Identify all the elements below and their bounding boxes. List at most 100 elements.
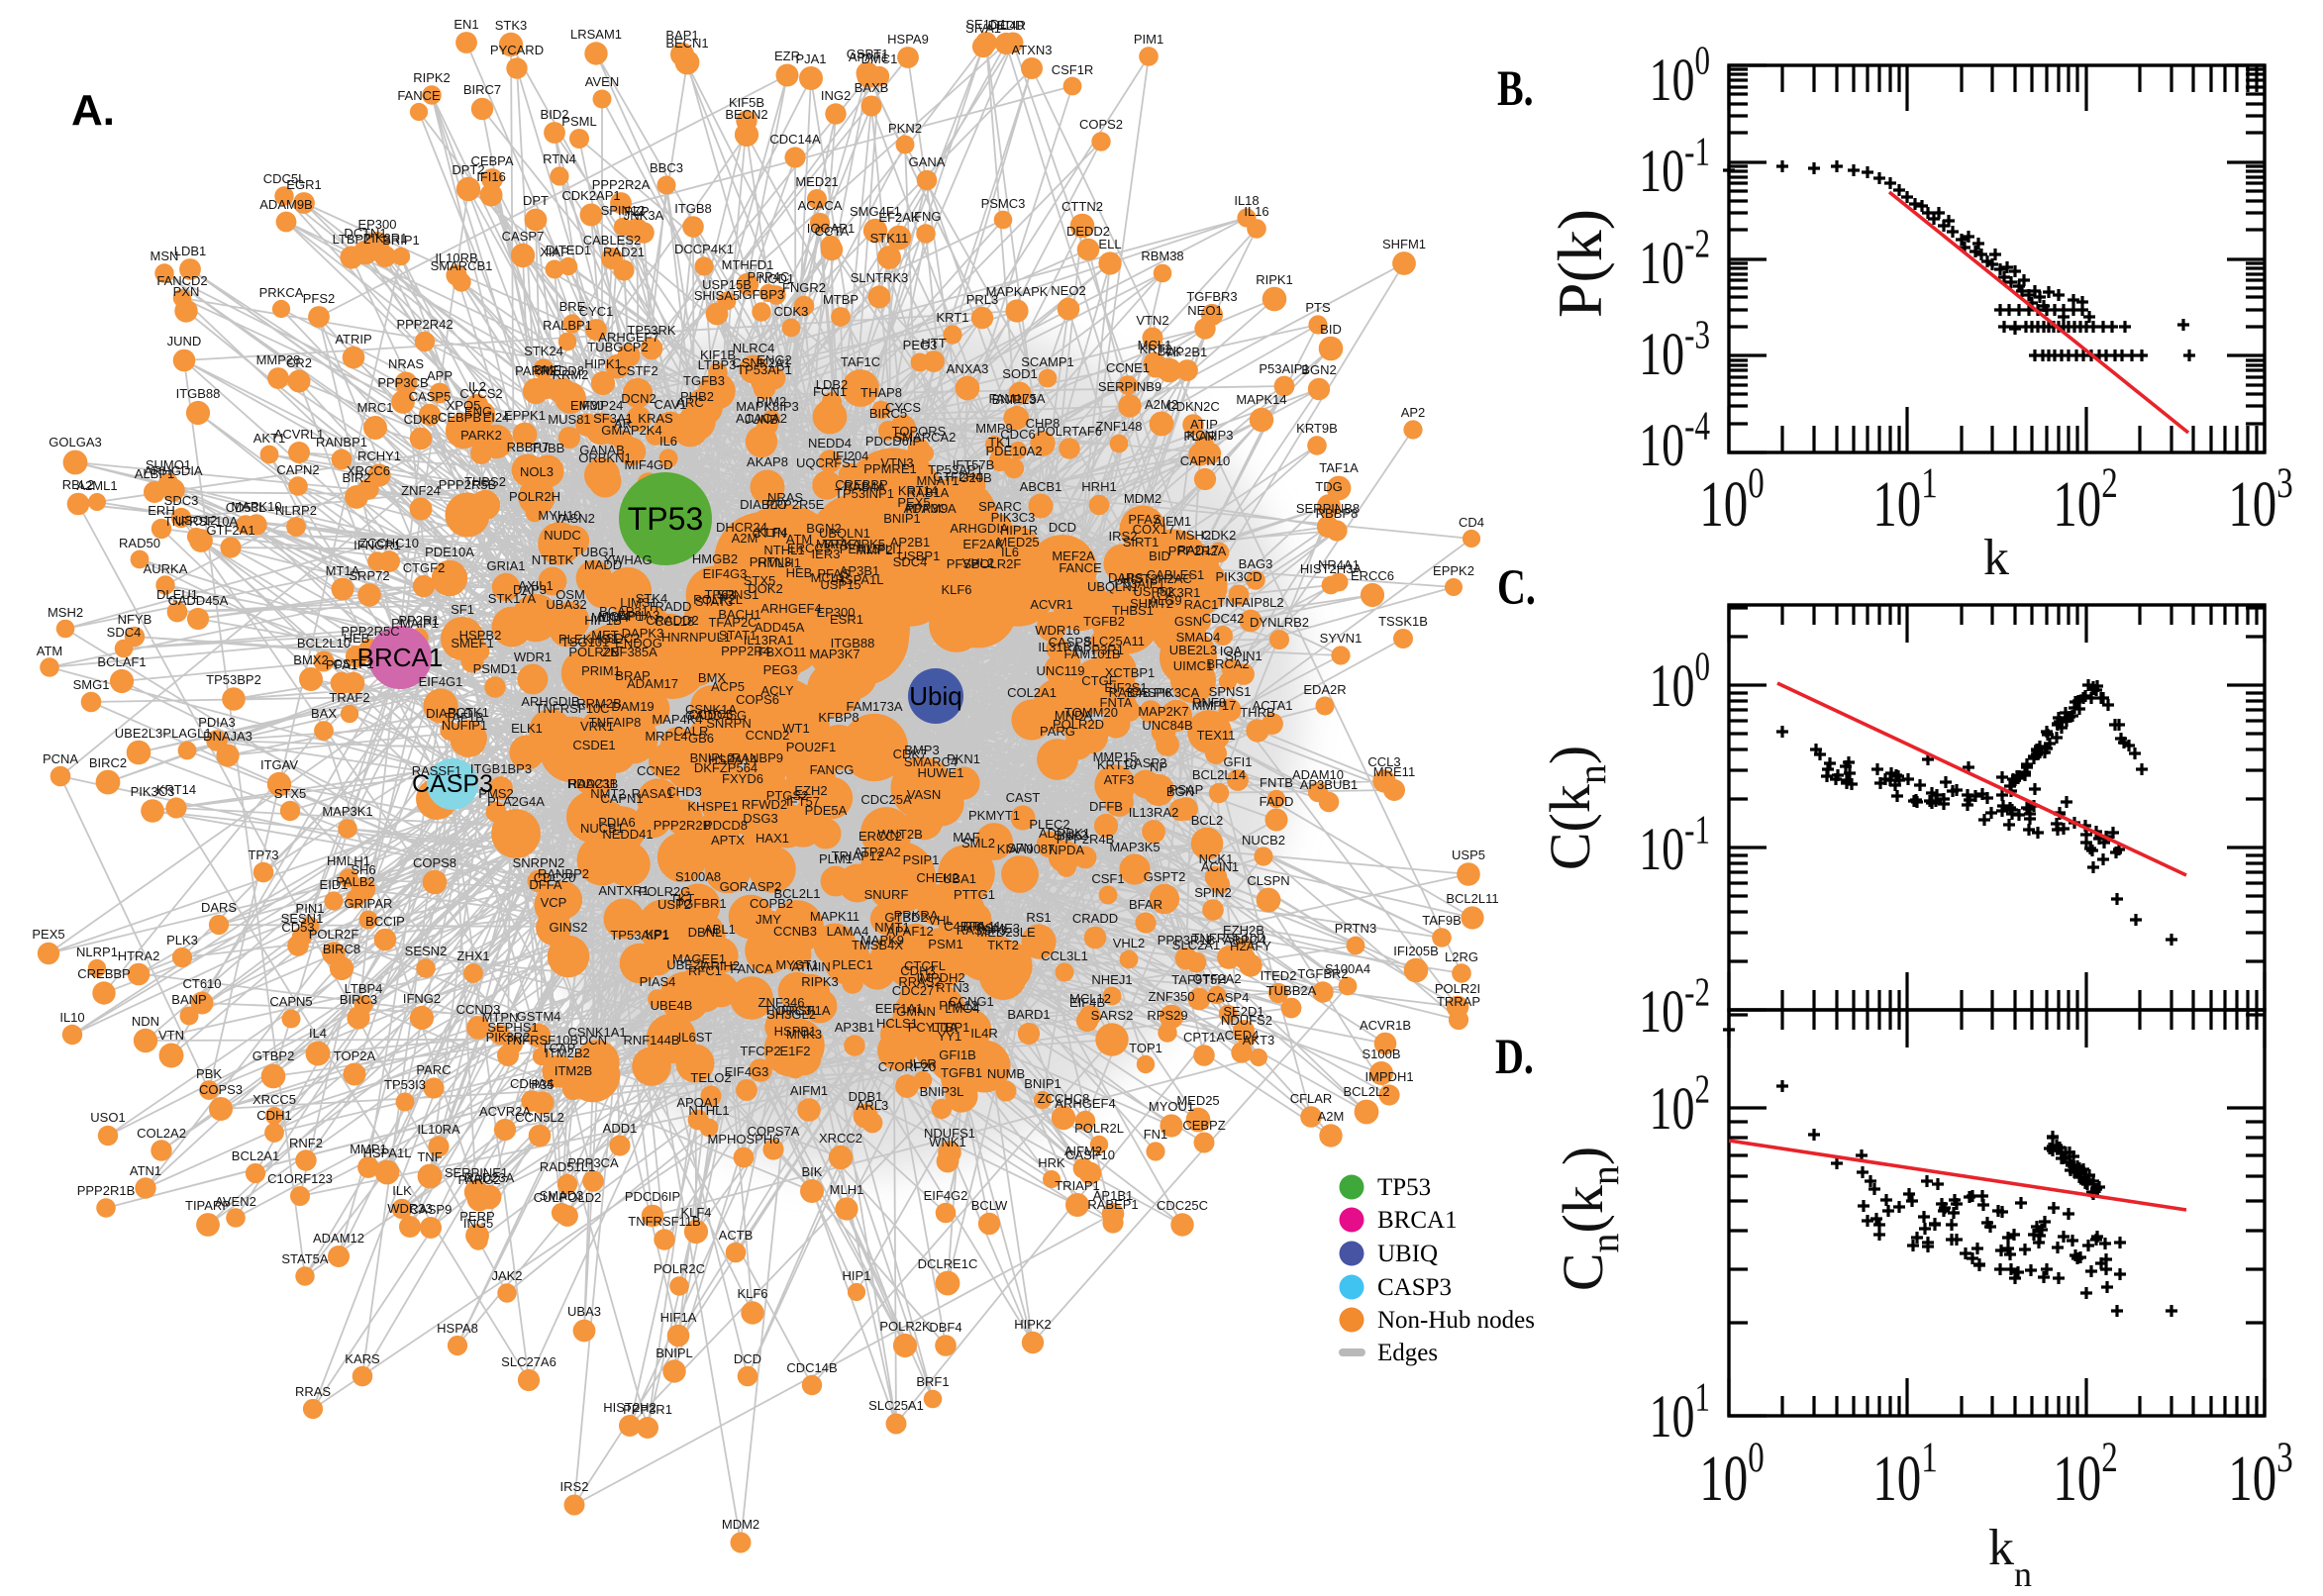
svg-text:RBBP8: RBBP8 <box>1316 506 1359 521</box>
svg-text:TNFAIP8: TNFAIP8 <box>589 715 642 730</box>
svg-text:GRIA1: GRIA1 <box>486 558 525 573</box>
svg-text:SNK2: SNK2 <box>1054 828 1087 843</box>
svg-text:NUFIP1: NUFIP1 <box>442 718 487 733</box>
svg-text:PPP3CB: PPP3CB <box>377 375 428 390</box>
svg-text:BRCA1: BRCA1 <box>1377 1207 1458 1234</box>
svg-text:ANXA3: ANXA3 <box>947 361 989 376</box>
svg-text:ARHGEF4: ARHGEF4 <box>1055 1096 1115 1111</box>
svg-text:MDM2: MDM2 <box>1124 491 1162 506</box>
svg-text:HIPK1: HIPK1 <box>584 356 622 371</box>
svg-text:PARG: PARG <box>1040 724 1075 739</box>
svg-text:TNFRSF1A: TNFRSF1A <box>763 1003 831 1018</box>
svg-text:NR4A1: NR4A1 <box>1318 557 1360 572</box>
svg-text:BCL2L2: BCL2L2 <box>1344 1084 1390 1099</box>
svg-text:HTT: HTT <box>921 336 946 350</box>
svg-text:DPT2: DPT2 <box>452 162 484 177</box>
svg-text:ITM2B: ITM2B <box>555 1063 592 1078</box>
svg-text:PRTN3: PRTN3 <box>1335 921 1376 936</box>
svg-text:UBQLN1: UBQLN1 <box>1087 579 1139 594</box>
svg-text:DDB1: DDB1 <box>849 1089 883 1104</box>
svg-text:IFT57: IFT57 <box>786 794 820 809</box>
svg-text:NLRP2: NLRP2 <box>275 503 317 518</box>
svg-text:PDCD6IP: PDCD6IP <box>625 1189 680 1204</box>
svg-text:PLEC1: PLEC1 <box>832 957 872 972</box>
svg-text:SEPHS1: SEPHS1 <box>487 1020 538 1035</box>
svg-text:PPA1: PPA1 <box>326 657 357 672</box>
svg-text:CAPN5: CAPN5 <box>269 994 312 1009</box>
svg-text:BID2: BID2 <box>541 107 569 122</box>
svg-text:PSME3: PSME3 <box>976 921 1020 936</box>
svg-text:BRF1: BRF1 <box>916 1374 949 1389</box>
svg-text:RAD23A: RAD23A <box>464 1170 515 1185</box>
svg-text:MNAT1: MNAT1 <box>916 473 959 488</box>
svg-text:HTRA2: HTRA2 <box>118 948 160 963</box>
svg-text:BNIPL3: BNIPL3 <box>992 392 1037 407</box>
svg-text:MYST1: MYST1 <box>775 957 818 972</box>
svg-text:MMP2: MMP2 <box>856 543 893 557</box>
svg-text:MAP4K4: MAP4K4 <box>652 712 702 727</box>
svg-text:STK17A: STK17A <box>488 591 537 606</box>
svg-text:POLR2L: POLR2L <box>693 592 743 607</box>
svg-text:AP3B1: AP3B1 <box>840 563 879 578</box>
svg-text:ARC: ARC <box>676 395 703 410</box>
svg-text:NTHL1: NTHL1 <box>763 543 804 557</box>
svg-text:WNK1: WNK1 <box>929 1135 966 1149</box>
svg-text:BGN2: BGN2 <box>806 521 841 536</box>
svg-text:A2M2: A2M2 <box>1145 397 1178 412</box>
svg-text:TNFRSF11B: TNFRSF11B <box>628 1214 700 1229</box>
svg-text:EPPK2: EPPK2 <box>1433 563 1474 578</box>
svg-text:NEO2: NEO2 <box>1051 283 1085 298</box>
svg-text:ZCCHC8: ZCCHC8 <box>1038 1091 1090 1106</box>
svg-text:DCD: DCD <box>1049 520 1076 535</box>
svg-text:MMP15: MMP15 <box>1093 749 1138 764</box>
svg-text:XCTBP1: XCTBP1 <box>1105 665 1156 680</box>
svg-text:CCTA: CCTA <box>815 224 850 239</box>
svg-text:ZCCHC10: ZCCHC10 <box>359 536 419 550</box>
svg-text:CDK2: CDK2 <box>1202 528 1237 543</box>
svg-text:RCHY1: RCHY1 <box>357 449 401 463</box>
svg-text:PEG3: PEG3 <box>903 338 938 352</box>
svg-text:ARHGEF7: ARHGEF7 <box>598 330 658 345</box>
svg-text:CDHA4: CDHA4 <box>510 1076 554 1091</box>
svg-text:HNRNPUL1: HNRNPUL1 <box>661 630 731 645</box>
svg-text:COPS3: COPS3 <box>199 1082 243 1097</box>
svg-text:KCNIP3: KCNIP3 <box>1187 428 1234 443</box>
svg-text:ERCC2: ERCC2 <box>858 829 902 844</box>
svg-text:POLR2I: POLR2I <box>1435 981 1480 996</box>
svg-text:HSPA1L: HSPA1L <box>836 572 884 587</box>
svg-text:ITGAV: ITGAV <box>260 757 298 772</box>
svg-text:IL13RA1: IL13RA1 <box>744 633 794 648</box>
svg-text:PHB2: PHB2 <box>680 389 714 404</box>
svg-text:UNC84B: UNC84B <box>1142 718 1192 733</box>
svg-text:PPP2R5B: PPP2R5B <box>439 477 497 492</box>
svg-text:DBNL: DBNL <box>688 925 723 940</box>
svg-text:RFC1: RFC1 <box>688 963 722 978</box>
svg-text:CASP7: CASP7 <box>502 229 545 244</box>
svg-text:CDKN2C: CDKN2C <box>1166 399 1219 414</box>
svg-text:IRS2: IRS2 <box>1109 529 1138 544</box>
svg-text:ITGB88: ITGB88 <box>831 636 875 650</box>
svg-text:CCN5L2: CCN5L2 <box>515 1110 564 1125</box>
svg-text:BRE: BRE <box>559 299 586 314</box>
svg-text:BAP1: BAP1 <box>665 28 698 43</box>
svg-text:KP1: KP1 <box>646 927 670 942</box>
svg-text:CCNE2: CCNE2 <box>637 763 680 778</box>
svg-text:AP2B1: AP2B1 <box>890 535 930 549</box>
svg-text:COPS6: COPS6 <box>736 692 779 707</box>
svg-text:SDC4: SDC4 <box>893 554 928 569</box>
svg-text:DLEU1: DLEU1 <box>156 587 198 602</box>
svg-text:WT1: WT1 <box>782 721 809 736</box>
svg-text:PRL3: PRL3 <box>966 292 999 307</box>
svg-text:PSMC3: PSMC3 <box>981 196 1026 211</box>
svg-text:MMP9: MMP9 <box>975 421 1013 436</box>
svg-text:RNF8: RNF8 <box>1192 695 1226 710</box>
svg-text:ENG: ENG <box>464 404 492 419</box>
svg-text:NFYB: NFYB <box>118 612 152 627</box>
svg-text:MAP3K5: MAP3K5 <box>1109 840 1160 854</box>
svg-text:SPIN1: SPIN1 <box>1225 648 1262 663</box>
svg-text:STK24: STK24 <box>524 344 563 358</box>
svg-text:PCTK1: PCTK1 <box>448 705 489 720</box>
svg-text:UBA1: UBA1 <box>943 871 976 886</box>
svg-text:HMLH1: HMLH1 <box>327 853 370 868</box>
svg-text:VASN2: VASN2 <box>554 511 595 526</box>
